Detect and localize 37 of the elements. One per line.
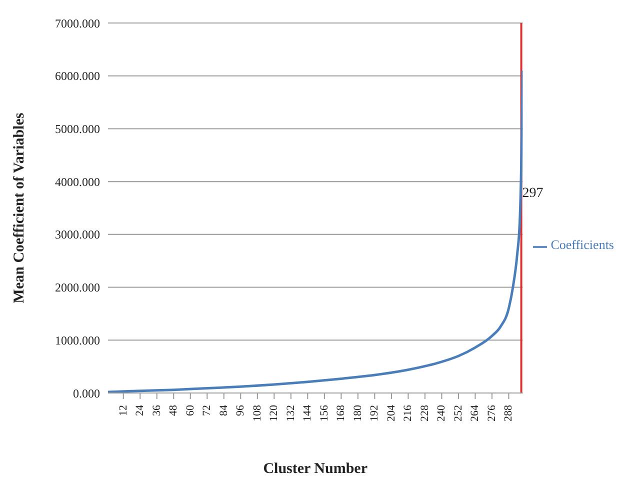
x-tick-label: 192 [368, 405, 381, 422]
x-tick-label: 12 [117, 405, 130, 416]
x-tick-label: 276 [486, 404, 498, 422]
x-tick-label: 36 [150, 404, 163, 416]
y-tick-label: 0.000 [73, 386, 100, 400]
x-tick-label: 168 [335, 404, 348, 422]
x-tick-label: 216 [402, 404, 414, 422]
x-tick-label: 48 [168, 404, 180, 416]
x-tick-label: 228 [418, 404, 431, 422]
legend-label: Coefficients [550, 237, 614, 252]
x-tick-label: 144 [302, 404, 314, 422]
x-tick-label: 96 [234, 404, 247, 416]
x-tick-label: 288 [502, 404, 515, 422]
ref-line-label: 297 [522, 186, 544, 201]
y-tick-label: 6000.000 [55, 69, 100, 84]
x-tick-label: 84 [218, 404, 230, 416]
y-tick-label: 2000.000 [55, 280, 100, 295]
x-axis-title: Cluster Number [263, 461, 368, 477]
x-tick-label: 24 [134, 404, 146, 416]
x-tick-label: 156 [318, 404, 330, 422]
x-tick-label: 60 [184, 404, 196, 416]
x-tick-label: 240 [436, 404, 448, 422]
x-tick-label: 264 [469, 404, 482, 422]
y-axis-title: Mean Coefficient of Variables [11, 112, 28, 304]
x-tick-label: 132 [284, 405, 297, 422]
x-tick-label: 252 [452, 405, 464, 422]
x-tick-label: 120 [268, 404, 280, 422]
y-tick-label: 5000.000 [55, 122, 100, 136]
y-tick-label: 7000.000 [55, 16, 100, 30]
x-tick-label: 180 [352, 404, 364, 422]
x-tick-label: 204 [385, 404, 398, 422]
y-tick-label: 3000.000 [55, 228, 100, 242]
y-tick-label: 4000.000 [55, 174, 100, 189]
y-tick-label: 1000.000 [55, 333, 100, 348]
line-series [108, 69, 523, 393]
x-tick-label: 72 [201, 405, 214, 416]
x-tick-label: 108 [251, 404, 264, 422]
